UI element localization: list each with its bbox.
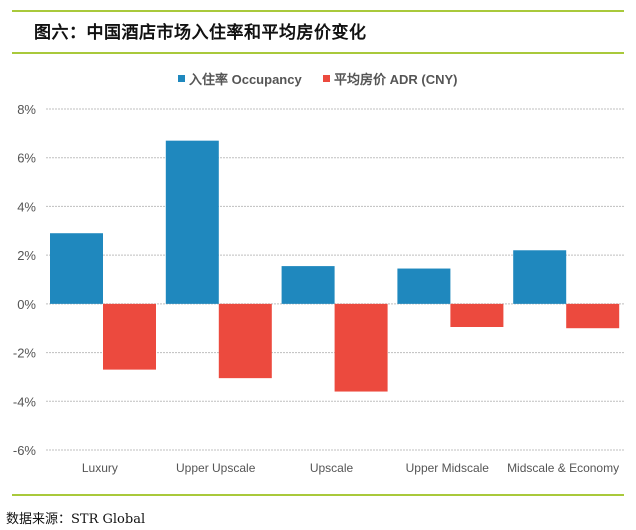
x-tick-label: Luxury [82,461,118,475]
x-tick-label: Upper Midscale [406,461,490,475]
bar-occupancy [397,268,451,304]
figure-title: 图六：中国酒店市场入住率和平均房价变化 [34,23,367,43]
bar-adr [103,303,156,370]
legend-label: 平均房价 ADR (CNY) [334,72,458,87]
y-tick-label: -6% [13,443,37,458]
title-rule [12,52,624,54]
legend-label: 入住率 Occupancy [189,72,302,87]
bar-adr [450,303,504,327]
legend-swatch [178,75,185,82]
y-tick-label: 8% [17,102,36,117]
top-rule [12,10,624,12]
legend-swatch [323,75,330,82]
bar-adr [218,303,272,379]
y-tick-label: 0% [17,297,36,312]
bar-occupancy [50,233,103,304]
y-tick-label: 4% [17,199,36,214]
bar-occupancy [281,266,335,304]
y-tick-label: 2% [17,248,36,263]
y-tick-label: 6% [17,151,36,166]
bar-adr [566,303,620,329]
x-tick-label: Upper Upscale [176,461,256,475]
x-tick-label: Midscale & Economy [507,461,619,475]
bottom-rule [12,494,624,496]
bar-adr [334,303,388,392]
bar-occupancy [165,140,219,304]
y-tick-label: -4% [13,394,37,409]
x-tick-label: Upscale [310,461,354,475]
bar-occupancy [513,250,567,304]
source-note: 数据来源：STR Global [6,512,146,527]
y-tick-label: -2% [13,346,37,361]
